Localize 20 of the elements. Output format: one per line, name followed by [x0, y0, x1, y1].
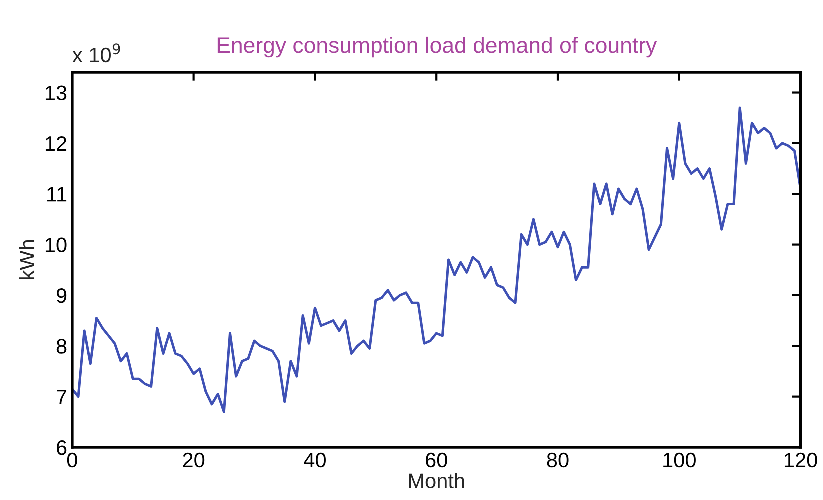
x-tick-label: 100	[664, 452, 696, 468]
y-tick-label: 12	[46, 136, 67, 151]
x-tick-label: 120	[784, 452, 818, 468]
y-tick-label: 13	[46, 86, 67, 101]
x-tick-label: 80	[547, 452, 569, 468]
line-series	[72, 106, 801, 414]
x-axis-title: Month	[409, 473, 464, 488]
y-tick-label: 8	[56, 339, 67, 354]
y-axis-title: kWh	[19, 240, 35, 280]
text: x 10$^{9}$	[72, 44, 120, 63]
x-tick-label: 60	[426, 452, 448, 468]
x-tick-label: 40	[304, 452, 326, 468]
x-tick-label: 0	[67, 452, 78, 468]
y-tick-label: 10	[46, 238, 67, 253]
y-tick-label: 11	[48, 187, 67, 202]
x-tick-label: 20	[183, 452, 205, 468]
y-tick-label: 6	[57, 440, 67, 456]
y-tick-label: 7	[57, 390, 67, 404]
chart-title: Energy consumption load demand of country	[218, 36, 658, 58]
y-tick-label: 9	[56, 288, 67, 304]
